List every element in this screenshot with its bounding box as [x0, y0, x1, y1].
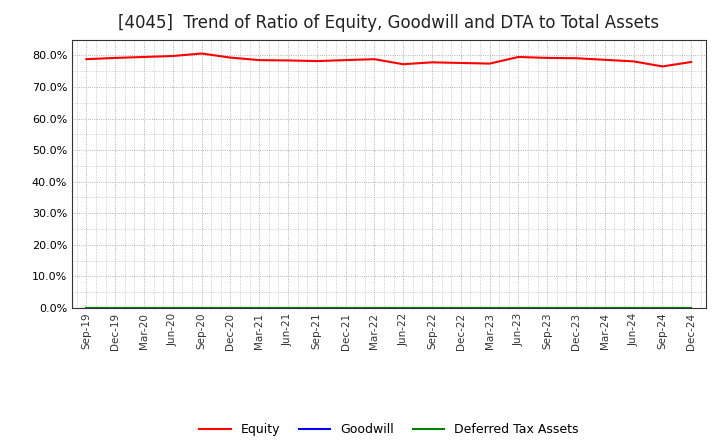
Deferred Tax Assets: [197, 305, 206, 311]
Deferred Tax Assets: [82, 305, 91, 311]
Equity: [226, 55, 235, 60]
Deferred Tax Assets: [687, 305, 696, 311]
Equity: [82, 56, 91, 62]
Equity: [399, 62, 408, 67]
Deferred Tax Assets: [600, 305, 609, 311]
Goodwill: [197, 305, 206, 311]
Equity: [543, 55, 552, 61]
Equity: [168, 53, 177, 59]
Equity: [341, 58, 350, 63]
Equity: [572, 55, 580, 61]
Goodwill: [284, 305, 292, 311]
Goodwill: [140, 305, 148, 311]
Deferred Tax Assets: [255, 305, 264, 311]
Goodwill: [600, 305, 609, 311]
Goodwill: [312, 305, 321, 311]
Title: [4045]  Trend of Ratio of Equity, Goodwill and DTA to Total Assets: [4045] Trend of Ratio of Equity, Goodwil…: [118, 15, 660, 33]
Goodwill: [168, 305, 177, 311]
Equity: [370, 56, 379, 62]
Goodwill: [82, 305, 91, 311]
Equity: [197, 51, 206, 56]
Goodwill: [111, 305, 120, 311]
Deferred Tax Assets: [456, 305, 465, 311]
Goodwill: [543, 305, 552, 311]
Goodwill: [428, 305, 436, 311]
Goodwill: [255, 305, 264, 311]
Equity: [140, 54, 148, 59]
Deferred Tax Assets: [226, 305, 235, 311]
Deferred Tax Assets: [370, 305, 379, 311]
Equity: [687, 59, 696, 65]
Deferred Tax Assets: [168, 305, 177, 311]
Goodwill: [370, 305, 379, 311]
Deferred Tax Assets: [312, 305, 321, 311]
Goodwill: [485, 305, 494, 311]
Legend: Equity, Goodwill, Deferred Tax Assets: Equity, Goodwill, Deferred Tax Assets: [194, 418, 583, 440]
Equity: [312, 59, 321, 64]
Goodwill: [514, 305, 523, 311]
Equity: [456, 60, 465, 66]
Deferred Tax Assets: [111, 305, 120, 311]
Deferred Tax Assets: [514, 305, 523, 311]
Deferred Tax Assets: [658, 305, 667, 311]
Deferred Tax Assets: [284, 305, 292, 311]
Equity: [485, 61, 494, 66]
Line: Equity: Equity: [86, 54, 691, 66]
Goodwill: [399, 305, 408, 311]
Goodwill: [226, 305, 235, 311]
Equity: [255, 58, 264, 63]
Deferred Tax Assets: [572, 305, 580, 311]
Equity: [111, 55, 120, 61]
Deferred Tax Assets: [140, 305, 148, 311]
Deferred Tax Assets: [428, 305, 436, 311]
Goodwill: [658, 305, 667, 311]
Goodwill: [341, 305, 350, 311]
Goodwill: [687, 305, 696, 311]
Equity: [428, 60, 436, 65]
Goodwill: [572, 305, 580, 311]
Deferred Tax Assets: [543, 305, 552, 311]
Goodwill: [456, 305, 465, 311]
Deferred Tax Assets: [629, 305, 638, 311]
Deferred Tax Assets: [399, 305, 408, 311]
Equity: [658, 64, 667, 69]
Equity: [514, 54, 523, 59]
Equity: [600, 57, 609, 62]
Equity: [629, 59, 638, 64]
Equity: [284, 58, 292, 63]
Deferred Tax Assets: [341, 305, 350, 311]
Goodwill: [629, 305, 638, 311]
Deferred Tax Assets: [485, 305, 494, 311]
